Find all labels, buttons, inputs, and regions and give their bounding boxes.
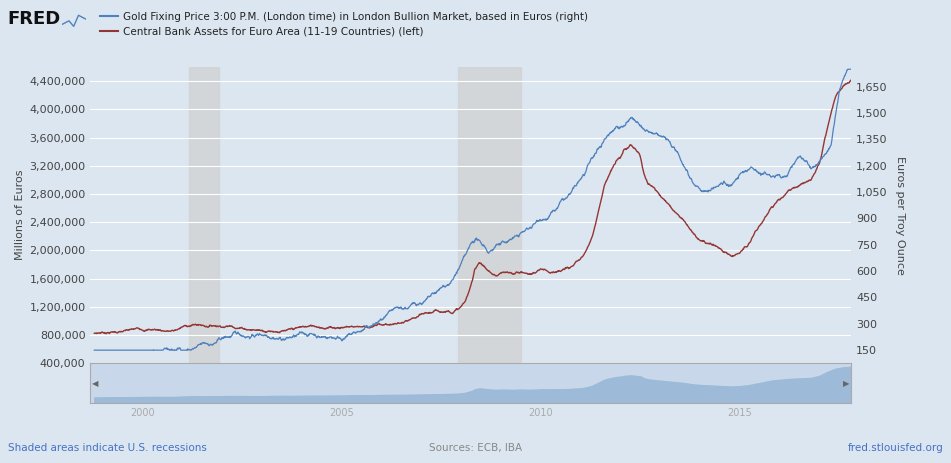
Y-axis label: Euros per Troy Ounce: Euros per Troy Ounce: [895, 156, 904, 275]
Legend: Gold Fixing Price 3:00 P.M. (London time) in London Bullion Market, based in Eur: Gold Fixing Price 3:00 P.M. (London time…: [95, 7, 592, 41]
Bar: [457, 67, 520, 363]
Text: ▶: ▶: [843, 379, 849, 388]
Text: Shaded areas indicate U.S. recessions: Shaded areas indicate U.S. recessions: [8, 443, 206, 453]
Text: FRED: FRED: [8, 10, 61, 28]
Text: Sources: ECB, IBA: Sources: ECB, IBA: [429, 443, 522, 453]
Bar: [188, 67, 219, 363]
Text: fred.stlouisfed.org: fred.stlouisfed.org: [847, 443, 943, 453]
Text: ◀: ◀: [92, 379, 99, 388]
Y-axis label: Millions of Euros: Millions of Euros: [15, 170, 25, 261]
